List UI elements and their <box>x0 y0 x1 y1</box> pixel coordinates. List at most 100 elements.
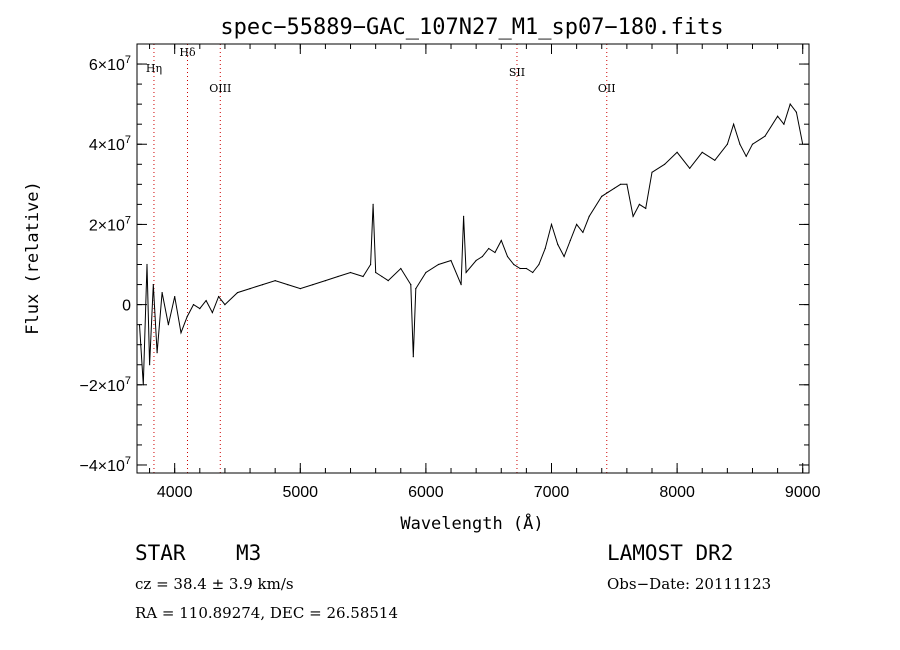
spectrum-point <box>425 271 427 274</box>
spectrum-point <box>632 215 634 217</box>
spectrum-series-layer <box>138 103 804 386</box>
spectrum-point <box>199 308 201 310</box>
y-tick-label: 2×107 <box>89 214 131 234</box>
x-axis-label: Wavelength (Å) <box>400 512 543 534</box>
x-tick-label: 6000 <box>408 484 444 501</box>
spectrum-point <box>218 296 220 298</box>
spectrum-point <box>262 284 264 286</box>
spectrum-point <box>236 292 239 294</box>
spectrum-point <box>500 239 502 242</box>
spectrum-point <box>569 239 571 242</box>
x-tick-label: 4000 <box>157 484 193 501</box>
spectrum-point <box>607 191 609 193</box>
spectrum-point <box>463 215 465 217</box>
spectrum-point <box>274 280 276 282</box>
chart-title: spec−55889−GAC_107N27_M1_sp07−180.fits <box>220 15 723 40</box>
spectrum-point <box>152 284 154 286</box>
spectrum-point <box>349 271 352 274</box>
spectrum-point <box>532 271 534 274</box>
y-tick-label: 4×107 <box>89 134 131 154</box>
spectrum-point <box>324 280 326 282</box>
spectrum-point <box>733 123 735 125</box>
object-class: STAR <box>135 541 186 565</box>
spectrum-point <box>582 231 584 233</box>
spectrum-point <box>167 324 169 326</box>
spectrum-point <box>299 288 301 290</box>
obs-date: Obs−Date: 20111123 <box>607 575 772 593</box>
x-tick-label: 5000 <box>282 484 318 501</box>
spectrum-point <box>362 275 364 278</box>
emission-line-label: Hη <box>146 62 162 75</box>
spectrum-point <box>538 263 540 266</box>
y-axis: −4×107 −2×107 0 2×107 4×107 6×107 <box>79 54 809 475</box>
spectrum-point <box>180 332 182 334</box>
spectrum-point <box>676 151 678 153</box>
spectrum-point <box>211 312 213 314</box>
spectrum-point <box>400 267 402 270</box>
spectrum-point <box>192 304 195 306</box>
x-tick-label: 8000 <box>659 484 695 501</box>
emission-line-label: OIII <box>209 82 231 95</box>
spectrum-point <box>751 143 754 145</box>
y-tick-label: −4×107 <box>79 455 131 475</box>
spectrum-line <box>139 103 804 385</box>
spectrum-point <box>375 271 377 274</box>
emission-line-label: OII <box>598 82 616 95</box>
spectrum-point <box>506 255 509 258</box>
y-tick-label: 6×107 <box>89 54 131 74</box>
spectrum-point <box>370 263 372 266</box>
spectrum-point <box>437 263 440 266</box>
spectrum-point <box>651 171 653 173</box>
spectrum-point <box>745 155 747 157</box>
spectrum-point <box>795 111 798 113</box>
spectrum-point <box>460 284 462 286</box>
object-subclass: M3 <box>236 541 262 565</box>
spectrum-point <box>412 356 414 358</box>
spectrum-point <box>146 263 148 266</box>
spectrum-point <box>576 223 578 225</box>
spectrum-point <box>488 247 490 250</box>
spectrum-point <box>620 183 622 185</box>
spectrum-point <box>783 123 785 125</box>
plot-frame <box>136 43 810 474</box>
spectrum-point <box>626 183 628 185</box>
spectrum-point <box>205 300 207 302</box>
spectrum-point <box>588 215 590 217</box>
spectrum-point <box>613 187 615 189</box>
emission-line-label: Hδ <box>179 46 196 59</box>
spectrum-point <box>387 280 389 282</box>
x-tick-label: 7000 <box>534 484 570 501</box>
spectrum-point <box>563 255 565 258</box>
spectrum-point <box>494 251 496 254</box>
spectrum-point <box>664 163 666 165</box>
spectrum-point <box>415 288 417 290</box>
spectrum-point <box>739 143 741 145</box>
spectrum-point <box>249 288 251 290</box>
spectrum-point <box>557 243 559 246</box>
spectrum-point <box>645 207 647 209</box>
spectrum-point <box>789 103 791 105</box>
spectrum-point <box>465 271 467 274</box>
spectrum-point <box>481 255 483 258</box>
spectrum-point <box>224 304 226 306</box>
spectrum-point <box>519 267 521 270</box>
spectrum-point <box>525 267 528 270</box>
spectrum-point <box>764 135 766 137</box>
spectrum-point <box>777 115 779 117</box>
spectrum-point <box>689 167 691 169</box>
spectrum-point <box>638 203 641 205</box>
spectrum-point <box>156 352 158 354</box>
x-axis: 4000 5000 6000 7000 8000 9000 <box>149 44 821 501</box>
spectrum-point <box>714 159 716 161</box>
spectrum-point <box>174 296 176 298</box>
spectrum-point <box>410 284 412 286</box>
spectrum-point <box>701 151 703 153</box>
spectrum-point <box>149 364 151 366</box>
spectrum-point <box>544 247 546 250</box>
y-tick-label: −2×107 <box>79 375 131 395</box>
spectrum-point <box>726 143 729 145</box>
spectrum-point <box>337 275 339 278</box>
spectrum-point <box>186 316 188 318</box>
y-axis-label: Flux (relative) <box>23 181 43 335</box>
